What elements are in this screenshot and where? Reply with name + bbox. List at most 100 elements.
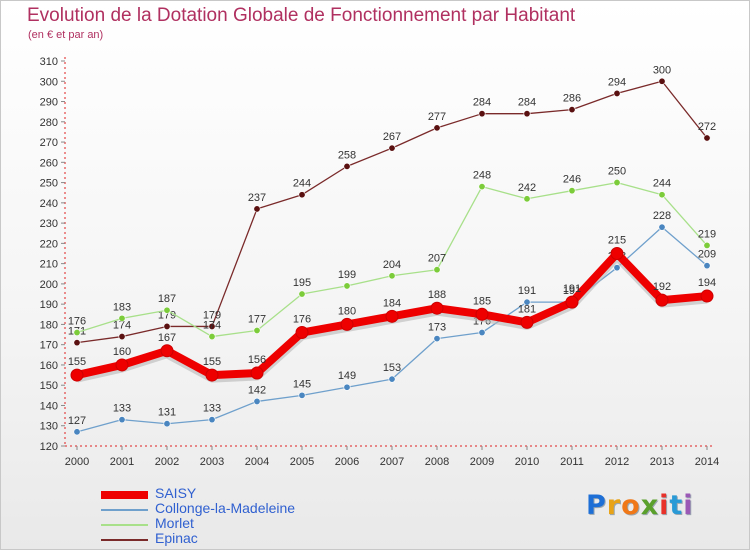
data-label-morlet: 248 (473, 170, 491, 182)
data-label-saisy: 167 (158, 332, 176, 344)
data-label-epinac: 272 (698, 121, 716, 133)
legend-swatch (101, 491, 148, 499)
data-point-saisy (430, 301, 444, 315)
data-label-collonge-la-madeleine: 228 (653, 210, 671, 222)
y-tick-label: 290 (40, 97, 58, 109)
y-tick-label: 310 (40, 56, 58, 68)
y-tick-label: 280 (40, 117, 58, 129)
x-tick-label: 2002 (155, 456, 179, 468)
data-point-epinac (163, 322, 171, 330)
data-label-morlet: 174 (203, 320, 221, 332)
data-point-saisy (700, 289, 714, 303)
data-label-collonge-la-madeleine: 133 (113, 403, 131, 415)
x-tick-label: 2003 (200, 456, 224, 468)
data-label-epinac: 294 (608, 76, 626, 88)
data-point-epinac (118, 333, 126, 341)
y-tick-label: 210 (40, 259, 58, 271)
y-tick-label: 250 (40, 178, 58, 190)
data-label-collonge-la-madeleine: 173 (428, 322, 446, 334)
y-tick-label: 200 (40, 279, 58, 291)
data-label-saisy: 215 (608, 235, 626, 247)
data-point-morlet (478, 183, 486, 191)
legend-label: Collonge-la-Madeleine (155, 500, 296, 516)
data-point-epinac (568, 106, 576, 114)
logo-letter: i (683, 490, 694, 521)
data-label-morlet: 183 (113, 301, 131, 313)
data-label-morlet: 176 (68, 316, 86, 328)
data-label-morlet: 177 (248, 314, 266, 326)
data-label-saisy: 176 (293, 314, 311, 326)
data-point-morlet (253, 326, 261, 334)
data-label-saisy: 181 (518, 303, 536, 315)
data-label-collonge-la-madeleine: 133 (203, 403, 221, 415)
data-label-collonge-la-madeleine: 127 (68, 415, 86, 427)
data-point-collonge-la-madeleine (703, 262, 711, 270)
data-label-saisy: 185 (473, 295, 491, 307)
logo-letter: P (586, 490, 607, 521)
y-tick-label: 120 (40, 441, 58, 453)
data-label-saisy: 156 (248, 354, 266, 366)
data-label-saisy: 155 (203, 356, 221, 368)
y-tick-label: 170 (40, 340, 58, 352)
data-point-saisy (475, 307, 489, 321)
y-tick-label: 220 (40, 238, 58, 250)
chart-subtitle: (en € et par an) (28, 29, 104, 41)
data-point-morlet (568, 187, 576, 195)
data-label-saisy: 191 (563, 283, 581, 295)
legend-swatch (101, 539, 148, 541)
y-tick-label: 240 (40, 198, 58, 210)
data-point-collonge-la-madeleine (208, 416, 216, 424)
data-point-morlet (388, 272, 396, 280)
data-point-epinac (703, 134, 711, 142)
data-point-saisy (70, 368, 84, 382)
data-label-morlet: 242 (518, 182, 536, 194)
data-label-saisy: 194 (698, 277, 716, 289)
data-label-saisy: 180 (338, 305, 356, 317)
x-tick-label: 2007 (380, 456, 404, 468)
data-label-saisy: 160 (113, 346, 131, 358)
x-tick-label: 2010 (515, 456, 539, 468)
data-point-saisy (655, 293, 669, 307)
x-tick-label: 2013 (650, 456, 674, 468)
data-point-collonge-la-madeleine (118, 416, 126, 424)
data-point-collonge-la-madeleine (658, 223, 666, 231)
data-point-morlet (658, 191, 666, 199)
data-point-collonge-la-madeleine (523, 298, 531, 306)
y-tick-label: 130 (40, 421, 58, 433)
x-tick-label: 2009 (470, 456, 494, 468)
y-tick-label: 180 (40, 319, 58, 331)
data-point-collonge-la-madeleine (73, 428, 81, 436)
data-label-saisy: 192 (653, 281, 671, 293)
legend-label: Morlet (155, 515, 194, 531)
y-tick-label: 150 (40, 380, 58, 392)
logo-letter: o (621, 490, 641, 521)
data-label-collonge-la-madeleine: 153 (383, 362, 401, 374)
data-point-morlet (433, 266, 441, 274)
data-label-epinac: 244 (293, 178, 311, 190)
legend-swatch (101, 509, 148, 511)
data-point-morlet (343, 282, 351, 290)
data-point-collonge-la-madeleine (253, 397, 261, 405)
data-point-morlet (118, 314, 126, 322)
data-point-collonge-la-madeleine (388, 375, 396, 383)
data-label-morlet: 195 (293, 277, 311, 289)
data-point-epinac (388, 144, 396, 152)
x-tick-label: 2012 (605, 456, 629, 468)
x-tick-label: 2006 (335, 456, 359, 468)
data-point-saisy (115, 358, 129, 372)
data-label-collonge-la-madeleine: 131 (158, 407, 176, 419)
data-point-epinac (208, 322, 216, 330)
logo-letter: i (659, 490, 670, 521)
data-label-collonge-la-madeleine: 191 (518, 285, 536, 297)
y-tick-label: 300 (40, 76, 58, 88)
data-point-morlet (523, 195, 531, 203)
proxiti-logo: Proxiti (586, 490, 694, 521)
data-point-morlet (613, 179, 621, 187)
data-point-morlet (298, 290, 306, 298)
legend-label: SAISY (155, 485, 197, 501)
data-label-morlet: 204 (383, 259, 401, 271)
data-point-epinac (253, 205, 261, 213)
data-label-epinac: 174 (113, 320, 131, 332)
